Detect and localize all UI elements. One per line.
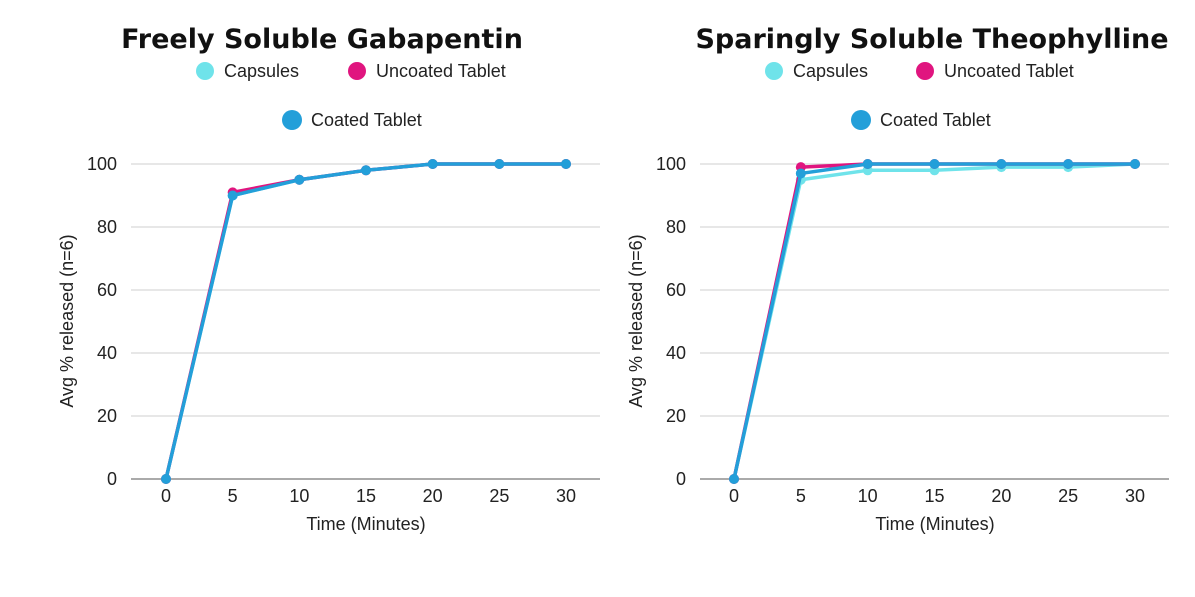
data-point-coated-tablet (929, 159, 940, 169)
data-point-coated-tablet (996, 159, 1007, 169)
legend-label-coated-tablet: Coated Tablet (880, 110, 991, 130)
x-tick-label: 10 (289, 486, 309, 506)
x-axis-label: Time (Minutes) (875, 514, 994, 534)
x-tick-label: 15 (924, 486, 944, 506)
y-tick-label: 80 (666, 217, 686, 237)
x-tick-label: 10 (858, 486, 878, 506)
plot-area: 0 20 40 60 80 100 0 5 10 15 20 25 30 (656, 154, 1169, 506)
legend-label-capsules: Capsules (224, 61, 299, 81)
data-point-coated-tablet (427, 159, 438, 169)
series-line-uncoated-tablet (164, 162, 568, 481)
legend-marker-capsules (196, 62, 214, 80)
y-tick-label: 20 (97, 406, 117, 426)
plot-area: 0 20 40 60 80 100 0 5 10 15 20 25 30 (87, 154, 600, 506)
data-point-coated-tablet (729, 474, 739, 484)
x-tick-label: 30 (1125, 486, 1145, 506)
series-line-coated-tablet (164, 162, 568, 481)
y-tick-label: 60 (97, 280, 117, 300)
y-tick-label: 100 (656, 154, 686, 174)
legend: Capsules Uncoated Tablet Coated Tablet (765, 61, 1074, 130)
y-tick-label: 0 (676, 469, 686, 489)
legend-marker-uncoated-tablet (348, 62, 366, 80)
y-tick-label: 100 (87, 154, 117, 174)
data-point-coated-tablet (561, 159, 571, 169)
legend-label-coated-tablet: Coated Tablet (311, 110, 422, 130)
data-point-coated-tablet (1063, 159, 1074, 169)
legend-marker-coated-tablet (851, 110, 871, 130)
x-tick-label: 20 (991, 486, 1011, 506)
x-tick-label: 5 (228, 486, 238, 506)
x-tick-label: 20 (423, 486, 443, 506)
x-axis-label: Time (Minutes) (306, 514, 425, 534)
y-axis-label: Avg % released (n=6) (626, 234, 646, 407)
y-tick-label: 40 (666, 343, 686, 363)
legend-marker-capsules (765, 62, 783, 80)
x-tick-label: 5 (796, 486, 806, 506)
y-tick-label: 80 (97, 217, 117, 237)
x-tick-label: 25 (1058, 486, 1078, 506)
legend: Capsules Uncoated Tablet Coated Tablet (196, 61, 506, 130)
data-point-coated-tablet (1130, 159, 1140, 169)
y-axis-label: Avg % released (n=6) (57, 234, 77, 407)
chart-theophylline: Sparingly Soluble Theophylline Capsules … (626, 24, 1169, 534)
legend-marker-uncoated-tablet (916, 62, 934, 80)
legend-label-capsules: Capsules (793, 61, 868, 81)
x-tick-label: 25 (489, 486, 509, 506)
series-line-capsules (164, 162, 568, 481)
y-tick-label: 40 (97, 343, 117, 363)
chart-gabapentin: Freely Soluble Gabapentin Capsules Uncoa… (57, 24, 600, 534)
data-point-coated-tablet (862, 159, 873, 169)
legend-label-uncoated-tablet: Uncoated Tablet (376, 61, 506, 81)
data-point-coated-tablet (795, 168, 806, 179)
series-line-coated-tablet (732, 162, 1137, 481)
y-tick-label: 20 (666, 406, 686, 426)
legend-label-uncoated-tablet: Uncoated Tablet (944, 61, 1074, 81)
data-point-coated-tablet (494, 159, 505, 169)
data-point-coated-tablet (294, 174, 305, 185)
data-point-coated-tablet (161, 474, 171, 484)
y-tick-label: 0 (107, 469, 117, 489)
x-tick-label: 30 (556, 486, 576, 506)
x-tick-label: 15 (356, 486, 376, 506)
data-point-coated-tablet (227, 190, 238, 201)
chart-title: Sparingly Soluble Theophylline (695, 24, 1168, 55)
x-tick-label: 0 (729, 486, 739, 506)
y-tick-label: 60 (666, 280, 686, 300)
x-tick-label: 0 (161, 486, 171, 506)
chart-title: Freely Soluble Gabapentin (121, 24, 523, 55)
data-point-coated-tablet (361, 165, 371, 176)
legend-marker-coated-tablet (282, 110, 302, 130)
